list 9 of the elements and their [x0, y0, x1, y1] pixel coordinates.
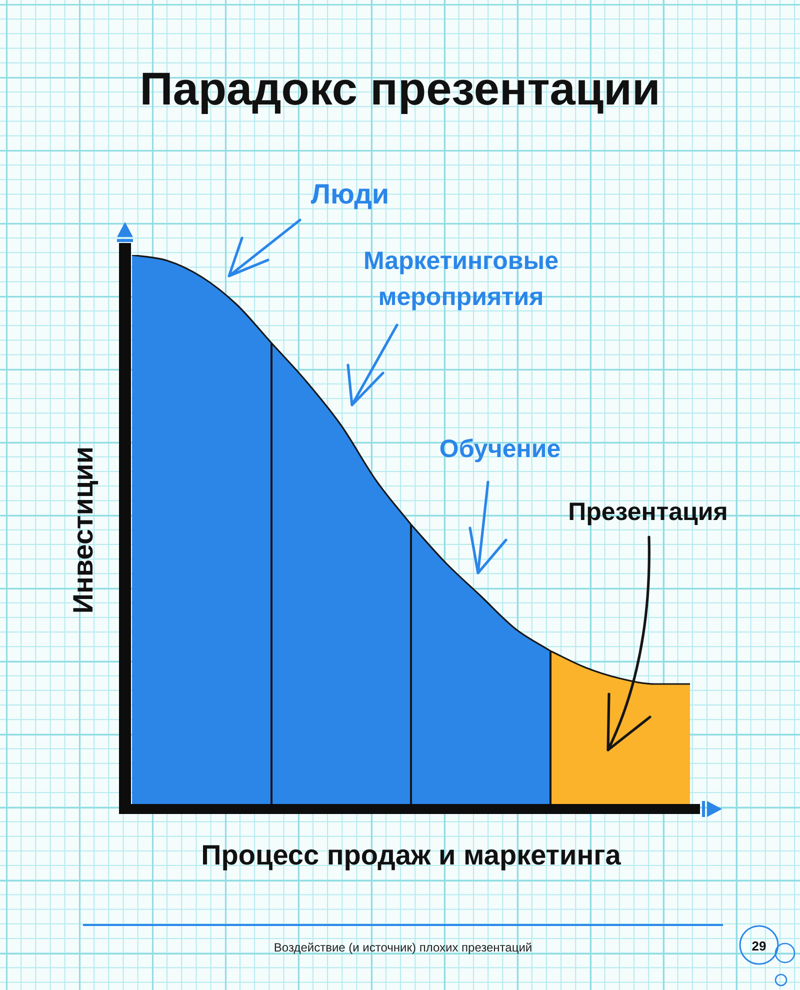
- annotation: Маркетинговые мероприятия: [363, 246, 559, 311]
- annotation: Презентация: [568, 498, 728, 526]
- y-axis-title: Инвестиции: [68, 446, 99, 614]
- text: Воздействие (и источник) плохих презентаций: [274, 940, 532, 954]
- text: 29: [752, 938, 766, 954]
- x-axis-title: Процесс продаж и маркетинга: [201, 840, 622, 871]
- text: Люди: [310, 178, 390, 210]
- chart-title: Парадокс презентации: [140, 62, 660, 115]
- annotation: Обучение: [439, 434, 561, 463]
